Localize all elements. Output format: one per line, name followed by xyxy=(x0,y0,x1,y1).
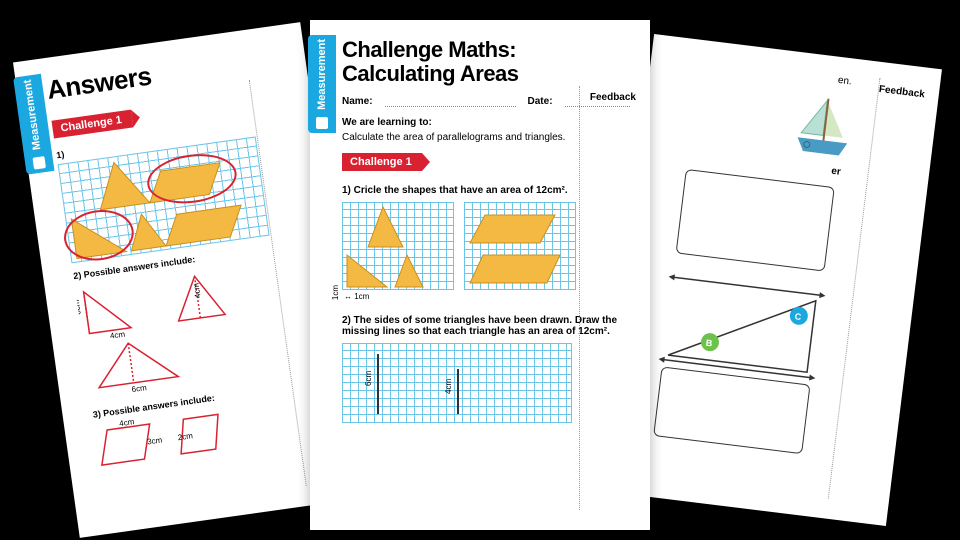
right-content: en. er C B xyxy=(602,34,942,493)
svg-text:4cm: 4cm xyxy=(444,379,453,394)
boat-icon xyxy=(790,92,857,164)
measurement-tab: Measurement xyxy=(308,35,336,133)
tab-label: Measurement xyxy=(22,79,44,151)
name-field[interactable] xyxy=(385,96,516,107)
tab-icon xyxy=(316,117,328,129)
feedback-label: Feedback xyxy=(590,92,636,103)
challenge-badge: Challenge 1 xyxy=(51,109,132,138)
svg-text:6cm: 6cm xyxy=(75,299,83,316)
worksheet-title: Challenge Maths: Calculating Areas xyxy=(342,38,630,86)
tab-icon xyxy=(32,156,46,170)
answers-title: Answers xyxy=(45,42,289,104)
grid-left xyxy=(342,202,454,290)
scale-vertical: 1cm xyxy=(331,285,340,300)
svg-text:6cm: 6cm xyxy=(131,383,148,394)
date-label: Date: xyxy=(528,96,553,107)
name-date-row: Name: Date: xyxy=(342,96,630,107)
q2-grid: 6cm 4cm xyxy=(342,343,572,423)
question-2: 2) The sides of some triangles have been… xyxy=(342,315,630,337)
question-1: 1) Cricle the shapes that have an area o… xyxy=(342,185,630,196)
feedback-divider xyxy=(579,86,580,510)
scale-horizontal: ↔ 1cm xyxy=(344,292,454,301)
svg-text:2cm: 2cm xyxy=(177,431,194,442)
answer-box xyxy=(676,169,835,272)
worksheet-page-1: Measurement Feedback Challenge Maths: Ca… xyxy=(310,20,650,530)
learning-text: Calculate the area of parallelograms and… xyxy=(342,132,630,143)
grid-right xyxy=(464,202,576,290)
svg-text:6cm: 6cm xyxy=(364,371,373,386)
svg-text:3cm: 3cm xyxy=(146,435,163,446)
shapes-grids: 1cm ↔ 1cm xyxy=(342,202,630,301)
tab-label: Measurement xyxy=(316,39,328,110)
parallelogram-answers: 4cm 3cm 2cm xyxy=(94,390,341,473)
red-triangle-2: 4cm xyxy=(164,262,242,331)
challenge-badge: Challenge 1 xyxy=(342,153,422,171)
learning-title: We are learning to: xyxy=(342,117,630,128)
red-triangle-1: 4cm 6cm xyxy=(75,275,153,344)
name-label: Name: xyxy=(342,96,373,107)
triangle-diagram: C B xyxy=(653,264,823,373)
red-para-1: 4cm 3cm xyxy=(94,414,165,473)
red-para-2: 2cm xyxy=(172,405,233,462)
center-content: Challenge Maths: Calculating Areas Name:… xyxy=(310,20,650,441)
